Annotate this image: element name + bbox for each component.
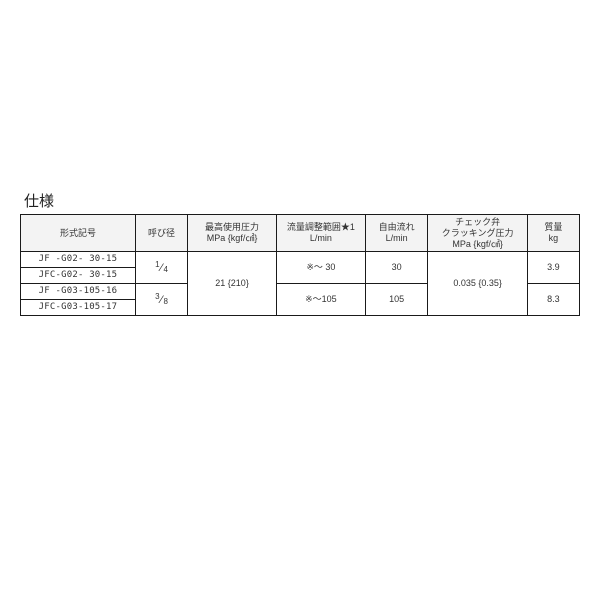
hdr-model: 形式記号 [21,215,136,252]
hdr-freeflow-label: 自由流れ [379,222,415,232]
frac-den: 4 [163,265,167,274]
fraction: 1⁄4 [155,263,168,273]
cell-freeflow: 105 [365,283,428,315]
hdr-maxpress: 最高使用圧力 MPa {kgf/㎠} [188,215,277,252]
hdr-cracking-l1: チェック弁 [455,217,500,227]
fraction: 3⁄8 [155,295,168,305]
hdr-maxpress-label: 最高使用圧力 [205,222,259,232]
header-row: 形式記号 呼び径 最高使用圧力 MPa {kgf/㎠} 流量調整範囲★1 L/m… [21,215,580,252]
cell-size: 1⁄4 [135,252,187,284]
cell-flowrange: ※～ 30 [276,252,365,284]
cell-model: JFC-G02- 30-15 [21,268,136,284]
hdr-flowrange-unit: L/min [310,233,332,243]
hdr-freeflow-unit: L/min [386,233,408,243]
cell-freeflow: 30 [365,252,428,284]
cell-mass: 3.9 [527,252,579,284]
cell-flowrange: ※～105 [276,283,365,315]
hdr-mass-label: 質量 [544,222,562,232]
hdr-cracking-unit: MPa {kgf/㎠} [452,239,503,249]
hdr-mass-unit: kg [549,233,559,243]
hdr-size: 呼び径 [135,215,187,252]
cell-cracking: 0.035 {0.35} [428,252,527,315]
spec-table: 形式記号 呼び径 最高使用圧力 MPa {kgf/㎠} 流量調整範囲★1 L/m… [20,214,580,316]
cell-model: JF -G03-105-16 [21,283,136,299]
frac-num: 3 [155,292,159,301]
cell-model: JFC-G03-105-17 [21,299,136,315]
frac-num: 1 [155,260,159,269]
frac-den: 8 [163,297,167,306]
hdr-cracking-l2: クラッキング圧力 [442,228,514,238]
hdr-maxpress-unit: MPa {kgf/㎠} [207,233,258,243]
cell-maxpress: 21 {210} [188,252,277,315]
hdr-freeflow: 自由流れ L/min [365,215,428,252]
cell-model: JF -G02- 30-15 [21,252,136,268]
cell-mass: 8.3 [527,283,579,315]
table-row: JF -G02- 30-15 1⁄4 21 {210} ※～ 30 30 0.0… [21,252,580,268]
hdr-flowrange: 流量調整範囲★1 L/min [276,215,365,252]
cell-size: 3⁄8 [135,283,187,315]
hdr-mass: 質量 kg [527,215,579,252]
hdr-cracking: チェック弁 クラッキング圧力 MPa {kgf/㎠} [428,215,527,252]
section-title: 仕様 [20,190,580,211]
hdr-flowrange-label: 流量調整範囲★1 [287,222,355,232]
